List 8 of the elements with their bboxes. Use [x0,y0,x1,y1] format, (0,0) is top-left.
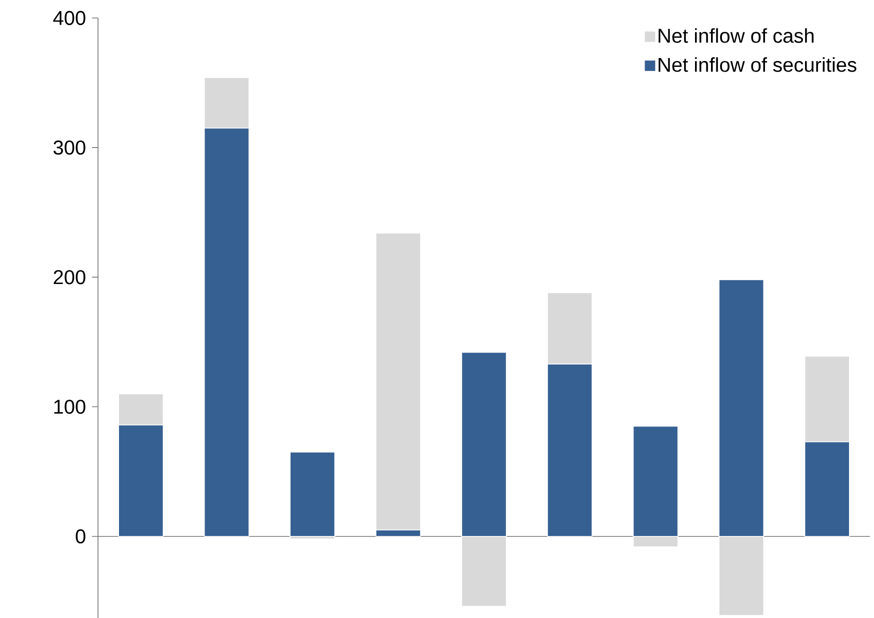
y-tick-label: 0 [76,529,86,544]
legend-label: Net inflow of securities [658,57,856,72]
legend-label: Net inflow of cash [658,28,814,43]
y-tick-label: 400 [53,10,86,26]
y-tick-label: 300 [54,140,86,155]
y-tick-label: 100 [54,400,86,414]
bar [290,452,336,537]
y-tick-label: 200 [54,270,86,284]
